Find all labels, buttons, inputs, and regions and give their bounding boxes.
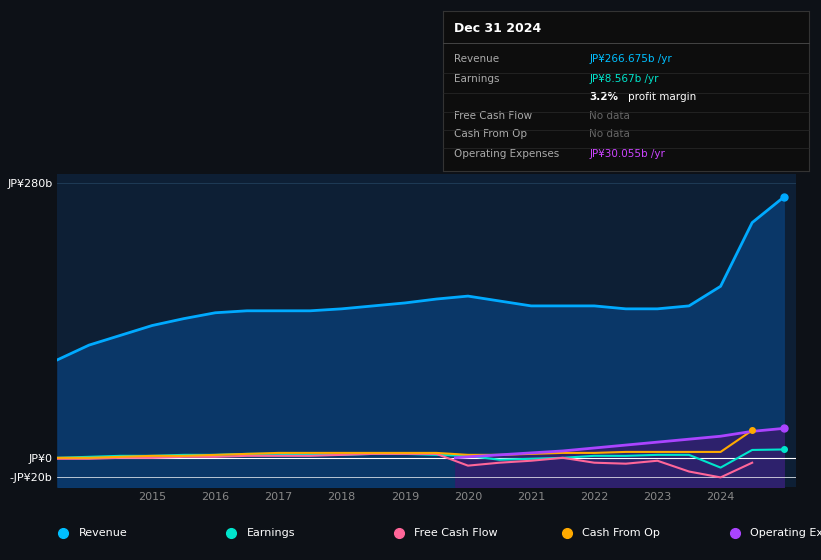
Text: 3.2%: 3.2% [589, 92, 618, 102]
Text: JP¥30.055b /yr: JP¥30.055b /yr [589, 149, 665, 159]
Text: Dec 31 2024: Dec 31 2024 [454, 22, 542, 35]
Text: Cash From Op: Cash From Op [582, 529, 660, 538]
Text: Earnings: Earnings [246, 529, 295, 538]
Text: Operating Expenses: Operating Expenses [454, 149, 560, 159]
Text: JP¥8.567b /yr: JP¥8.567b /yr [589, 74, 659, 84]
Text: No data: No data [589, 129, 631, 139]
Text: Free Cash Flow: Free Cash Flow [454, 111, 533, 121]
Text: Revenue: Revenue [79, 529, 127, 538]
Text: Revenue: Revenue [454, 54, 499, 64]
Text: profit margin: profit margin [628, 92, 696, 102]
Text: No data: No data [589, 111, 631, 121]
Text: Earnings: Earnings [454, 74, 500, 84]
Text: JP¥266.675b /yr: JP¥266.675b /yr [589, 54, 672, 64]
Text: Operating Expenses: Operating Expenses [750, 529, 821, 538]
Text: Cash From Op: Cash From Op [454, 129, 527, 139]
Text: Free Cash Flow: Free Cash Flow [415, 529, 498, 538]
